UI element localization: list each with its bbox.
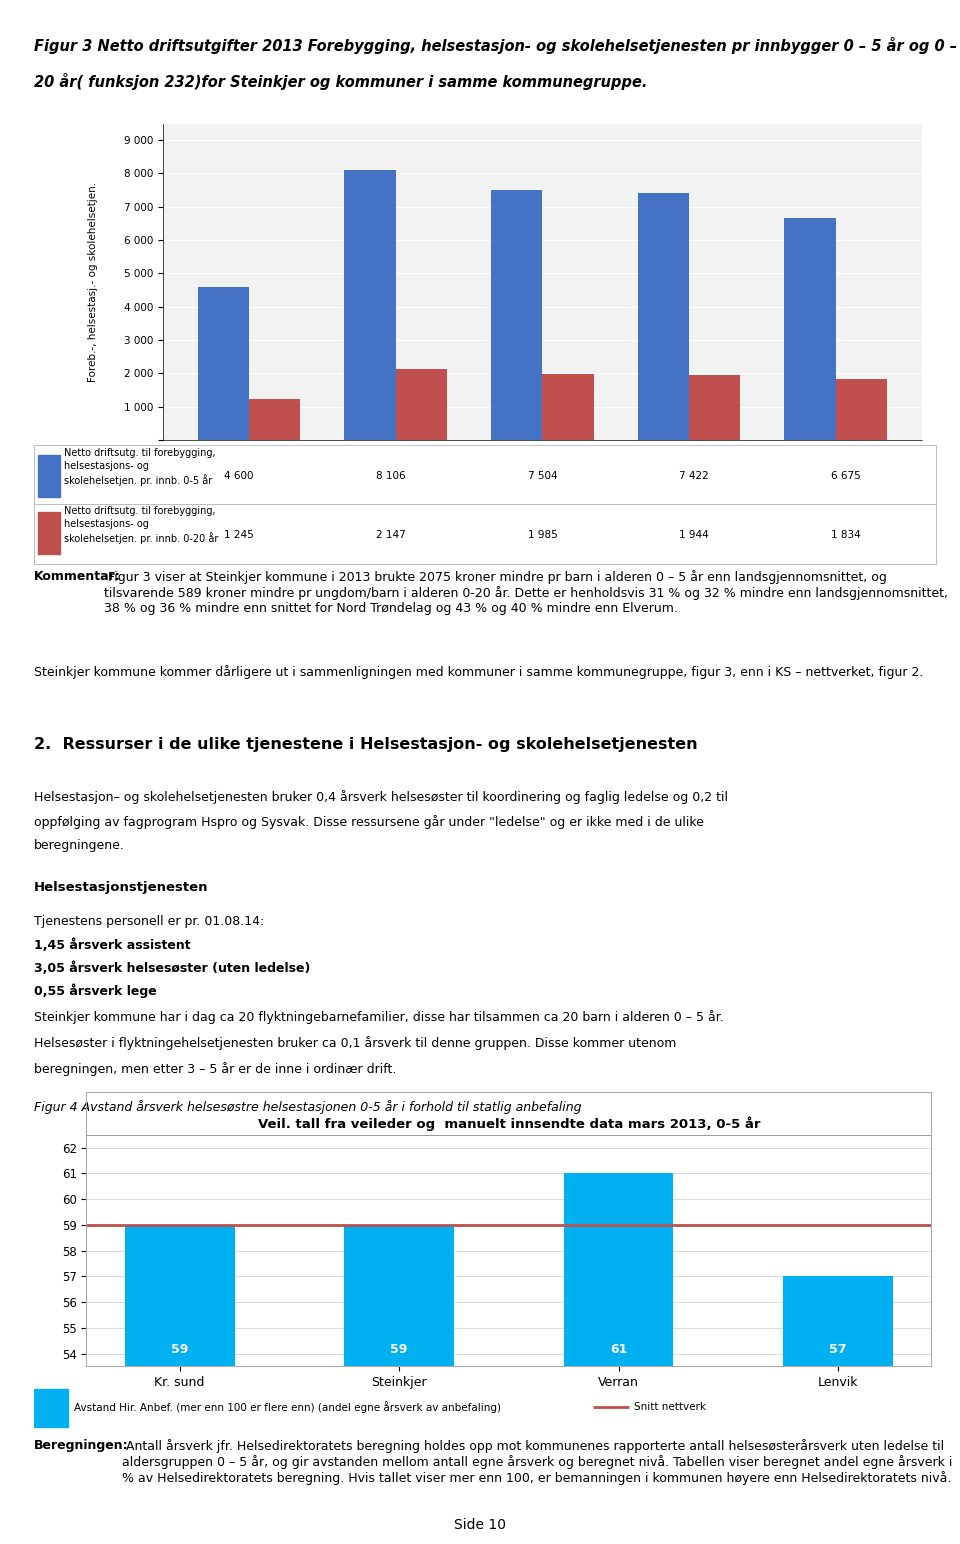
Text: Beregningen:: Beregningen: <box>34 1439 129 1451</box>
Text: 57: 57 <box>829 1343 847 1356</box>
Bar <box>396 369 447 440</box>
Bar <box>198 287 249 440</box>
Text: 59: 59 <box>171 1343 188 1356</box>
Text: 7 504: 7 504 <box>528 471 557 480</box>
Text: 7 422: 7 422 <box>680 471 708 480</box>
Bar <box>34 1390 68 1427</box>
Bar <box>249 398 300 440</box>
Bar <box>836 378 887 440</box>
Text: Figur 3 viser at Steinkjer kommune i 2013 brukte 2075 kroner mindre pr barn i al: Figur 3 viser at Steinkjer kommune i 201… <box>104 570 948 615</box>
Text: 20 år( funksjon 232)for Steinkjer og kommuner i samme kommunegruppe.: 20 år( funksjon 232)for Steinkjer og kom… <box>34 73 647 90</box>
Text: Antall årsverk jfr. Helsedirektoratets beregning holdes opp mot kommunenes rappo: Antall årsverk jfr. Helsedirektoratets b… <box>122 1439 952 1485</box>
Bar <box>38 455 60 497</box>
Text: Snitt nettverk: Snitt nettverk <box>634 1402 706 1411</box>
Text: Netto driftsutg. til forebygging,
helsestasjons- og
skolehelsetjen. pr. innb. 0-: Netto driftsutg. til forebygging, helses… <box>64 506 219 543</box>
Text: Tjenestens personell er pr. 01.08.14:: Tjenestens personell er pr. 01.08.14: <box>34 916 264 928</box>
Text: 1,45 årsverk assistent: 1,45 årsverk assistent <box>34 939 190 953</box>
Text: 59: 59 <box>391 1343 408 1356</box>
Text: 61: 61 <box>610 1343 627 1356</box>
Text: Netto driftsutg. til forebygging,
helsestasjons- og
skolehelsetjen. pr. innb. 0-: Netto driftsutg. til forebygging, helses… <box>64 448 216 485</box>
Text: 6 675: 6 675 <box>831 471 860 480</box>
Text: 3,05 årsverk helsesøster (uten ledelse): 3,05 årsverk helsesøster (uten ledelse) <box>34 962 310 974</box>
Text: 2 147: 2 147 <box>376 530 405 540</box>
Text: Kommentar:: Kommentar: <box>34 570 120 582</box>
Text: Steinkjer kommune kommer dårligere ut i sammenligningen med kommuner i samme kom: Steinkjer kommune kommer dårligere ut i … <box>34 665 923 679</box>
Text: 4 600: 4 600 <box>225 471 253 480</box>
Text: 1 944: 1 944 <box>680 530 708 540</box>
Text: Avstand Hir. Anbef. (mer enn 100 er flere enn) (andel egne årsverk av anbefaling: Avstand Hir. Anbef. (mer enn 100 er fler… <box>74 1400 501 1413</box>
Bar <box>637 193 689 440</box>
Bar <box>689 375 740 440</box>
Text: Foreb.-, helsestasj.- og skolehelsetjen.: Foreb.-, helsestasj.- og skolehelsetjen. <box>88 182 98 381</box>
Bar <box>783 1277 893 1544</box>
Text: Steinkjer kommune har i dag ca 20 flyktningebarnefamilier, disse har tilsammen c: Steinkjer kommune har i dag ca 20 flyktn… <box>34 1010 723 1024</box>
Text: 8 106: 8 106 <box>376 471 405 480</box>
Text: Helsestasjonstjenesten: Helsestasjonstjenesten <box>34 880 208 894</box>
Text: 1 985: 1 985 <box>528 530 557 540</box>
Text: beregningene.: beregningene. <box>34 840 125 852</box>
Text: oppfølging av fagprogram Hspro og Sysvak. Disse ressursene går under "ledelse" o: oppfølging av fagprogram Hspro og Sysvak… <box>34 815 704 829</box>
Bar <box>492 190 542 440</box>
Text: Side 10: Side 10 <box>454 1518 506 1532</box>
Text: Helsesøster i flyktningehelsetjenesten bruker ca 0,1 årsverk til denne gruppen. : Helsesøster i flyktningehelsetjenesten b… <box>34 1036 676 1050</box>
Bar <box>542 374 593 440</box>
Text: 2.  Ressurser i de ulike tjenestene i Helsestasjon- og skolehelsetjenesten: 2. Ressurser i de ulike tjenestene i Hel… <box>34 738 697 752</box>
Bar <box>345 1224 454 1544</box>
Bar <box>345 170 396 440</box>
Bar <box>564 1173 673 1544</box>
Text: 1 834: 1 834 <box>831 530 860 540</box>
Text: Figur 4 Avstand årsverk helsesøstre helsestasjonen 0-5 år i forhold til statlig : Figur 4 Avstand årsverk helsesøstre hels… <box>34 1099 581 1115</box>
Text: beregningen, men etter 3 – 5 år er de inne i ordinær drift.: beregningen, men etter 3 – 5 år er de in… <box>34 1062 396 1076</box>
Bar <box>125 1224 234 1544</box>
Text: 1 245: 1 245 <box>225 530 253 540</box>
Text: Figur 3 Netto driftsutgifter 2013 Forebygging, helsestasjon- og skolehelsetjenes: Figur 3 Netto driftsutgifter 2013 Foreby… <box>34 37 957 54</box>
Bar <box>38 513 60 554</box>
Bar <box>784 218 836 440</box>
Title: Veil. tall fra veileder og  manuelt innsendte data mars 2013, 0-5 år: Veil. tall fra veileder og manuelt innse… <box>257 1116 760 1130</box>
Text: 0,55 årsverk lege: 0,55 årsverk lege <box>34 984 156 997</box>
Text: Helsestasjon– og skolehelsetjenesten bruker 0,4 årsverk helsesøster til koordine: Helsestasjon– og skolehelsetjenesten bru… <box>34 791 728 804</box>
